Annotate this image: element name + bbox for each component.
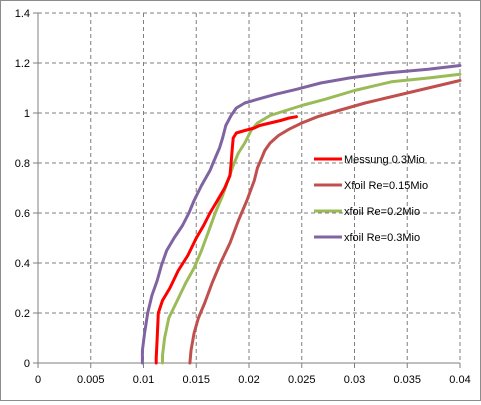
y-tick-label: 1.4 [15, 8, 30, 20]
legend-label: xfoil Re=0.2Mio [344, 206, 420, 218]
y-tick-label: 1.2 [15, 58, 30, 70]
grid-layer [38, 12, 461, 363]
legend-label: Messung 0.3Mio [344, 154, 425, 166]
x-tick-label: 0.025 [288, 374, 316, 386]
x-tick-label: 0.035 [393, 374, 421, 386]
x-tick-label: 0.04 [449, 374, 470, 386]
legend-label: Xfoil Re=0.15Mio [344, 180, 428, 192]
x-tick-label: 0.03 [344, 374, 365, 386]
y-tick-label: 0 [24, 358, 30, 370]
x-tick-label: 0.01 [133, 374, 154, 386]
x-tick-label: 0.005 [77, 374, 105, 386]
y-tick-label: 0.2 [15, 308, 30, 320]
series-line [188, 79, 462, 365]
y-tick-label: 0.6 [15, 208, 30, 220]
legend: Messung 0.3Mio Xfoil Re=0.15Mio xfoil Re=0… [314, 154, 428, 244]
series-line [140, 64, 462, 365]
y-tick-label: 0.8 [15, 158, 30, 170]
x-tick-label: 0.015 [182, 374, 210, 386]
x-tick-label: 0.02 [238, 374, 259, 386]
series-line [161, 72, 462, 365]
legend-label: xfoil Re=0.3Mio [344, 232, 420, 244]
y-tick-label: 1 [24, 108, 30, 120]
axis-layer: 0 0.005 0.01 0.015 0.02 0.025 0.03 0.035 0.04 0 0.… [15, 8, 471, 386]
x-tick-label: 0 [35, 374, 41, 386]
y-tick-label: 0.4 [15, 258, 30, 270]
series-layer [140, 64, 462, 365]
series-line [154, 115, 298, 365]
